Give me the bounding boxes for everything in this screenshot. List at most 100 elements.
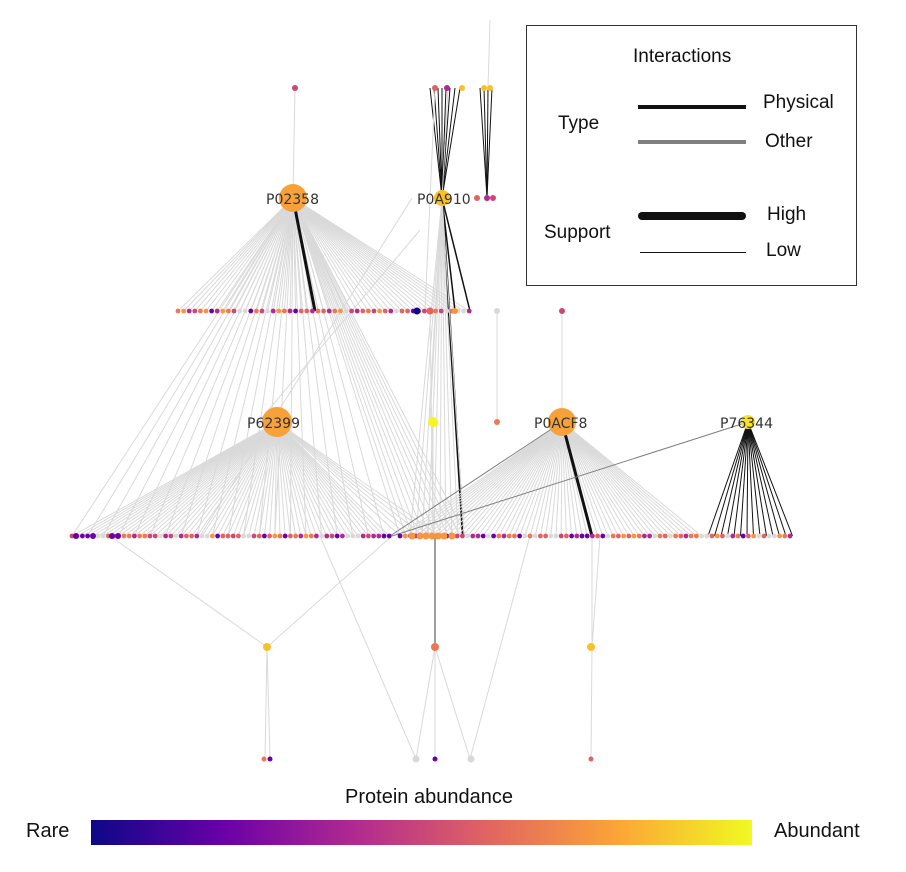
edge [513, 421, 563, 537]
protein-node [720, 533, 725, 539]
protein-node [184, 533, 189, 539]
protein-node [349, 308, 354, 314]
edge [456, 421, 563, 537]
edge [102, 197, 294, 537]
protein-node [326, 308, 332, 314]
protein-node [452, 308, 458, 314]
protein-node [787, 533, 793, 539]
edge [289, 197, 294, 537]
protein-node [668, 533, 673, 539]
protein-node [204, 533, 210, 539]
edge [274, 197, 294, 537]
protein-node [699, 533, 704, 539]
edge [232, 421, 278, 537]
edge [276, 421, 281, 537]
edge [266, 535, 393, 648]
edge [276, 421, 349, 537]
edge [194, 197, 294, 312]
protein-node [487, 85, 493, 91]
protein-node [432, 85, 438, 91]
protein-node [616, 533, 621, 539]
protein-node [168, 533, 174, 539]
protein-node [490, 195, 496, 201]
edge [276, 421, 302, 537]
protein-node [434, 532, 442, 540]
protein-node [422, 532, 430, 540]
protein-node [553, 533, 559, 539]
protein-node [501, 533, 507, 539]
protein-node [426, 307, 434, 315]
edge [534, 421, 563, 537]
protein-node [186, 308, 192, 314]
protein-node [412, 755, 420, 763]
protein-node [432, 756, 438, 762]
edge [561, 421, 671, 537]
protein-node [304, 308, 310, 314]
protein-node [402, 533, 408, 539]
protein-node [310, 308, 315, 314]
edge [292, 197, 307, 537]
protein-node [270, 308, 276, 314]
edge [160, 421, 278, 537]
edge [292, 197, 414, 312]
edge [292, 197, 392, 312]
legend-physical-label: Physical [763, 92, 834, 113]
edge [561, 421, 640, 537]
edge [276, 421, 338, 537]
edge [276, 421, 291, 537]
edge [561, 421, 645, 537]
protein-node [209, 308, 215, 314]
protein-node [263, 643, 271, 651]
edge [519, 421, 563, 537]
legend-high-line [638, 212, 746, 220]
hub-node-P0ACF8 [548, 408, 576, 436]
protein-node [298, 308, 304, 314]
edge [486, 87, 489, 199]
protein-node [350, 533, 356, 539]
protein-node [381, 533, 387, 539]
edge [211, 197, 294, 312]
edge [503, 421, 563, 537]
edge [555, 421, 563, 537]
edge [727, 421, 749, 537]
protein-node [236, 533, 241, 539]
protein-node [405, 308, 410, 314]
edge [561, 421, 687, 537]
colorbar [91, 820, 752, 845]
edge [429, 87, 443, 199]
protein-node [303, 533, 309, 539]
edge [292, 197, 407, 537]
protein-node [461, 308, 466, 314]
protein-node [226, 308, 231, 314]
edge [292, 197, 380, 312]
edge [441, 197, 447, 537]
edge [276, 421, 333, 537]
protein-node [126, 533, 132, 539]
protein-node [203, 308, 209, 314]
protein-node [109, 533, 115, 539]
edge [561, 421, 697, 537]
protein-node [360, 533, 366, 539]
protein-node [254, 308, 259, 314]
edge [237, 421, 278, 537]
protein-node [466, 308, 472, 314]
edge [276, 421, 359, 537]
edge [746, 421, 749, 537]
edge [276, 421, 401, 537]
edge [292, 197, 420, 312]
protein-node [512, 533, 517, 539]
edge [319, 535, 417, 760]
edge [441, 421, 563, 537]
hub-label-P02358: P02358 [266, 192, 319, 208]
edge [118, 197, 294, 537]
protein-node [90, 533, 96, 539]
protein-node [121, 533, 127, 539]
edge [747, 421, 767, 537]
protein-node [152, 533, 158, 539]
protein-node [431, 643, 439, 651]
edge [118, 421, 278, 537]
edge [747, 421, 761, 537]
protein-node [242, 308, 248, 314]
protein-node [366, 308, 371, 314]
